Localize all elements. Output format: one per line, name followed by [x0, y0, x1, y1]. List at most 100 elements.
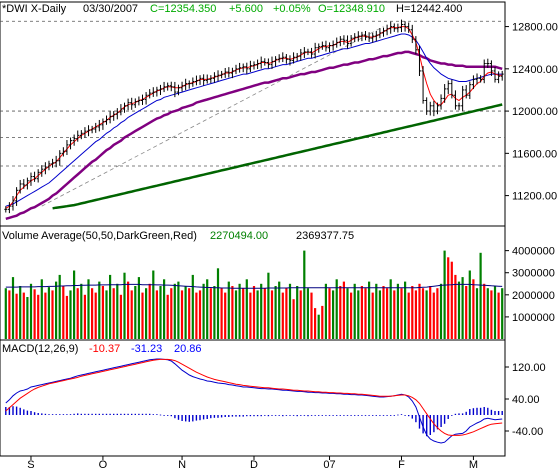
macd-hist-bar: [440, 415, 442, 427]
price-bar: [173, 81, 177, 98]
volume-label: Volume Average(50,50,DarkGreen,Red): [2, 230, 197, 242]
macd-hist-bar: [174, 415, 176, 419]
volume-bar: [37, 294, 40, 339]
price-bar: [65, 140, 69, 156]
macd-label: MACD(12,26,9): [2, 343, 78, 355]
macd-hist-bar: [23, 409, 25, 415]
price-bar: [497, 71, 501, 84]
macd-hist-bar: [138, 413, 140, 415]
volume-bar: [364, 288, 367, 339]
macd-hist-bar: [195, 415, 198, 421]
volume-bar: [378, 290, 381, 339]
macd-hist-bar: [328, 415, 331, 416]
price-bar: [33, 171, 37, 182]
price-bar: [399, 19, 403, 33]
price-bar: [7, 202, 11, 214]
macd-hist-bar: [80, 413, 82, 415]
macd-hist-bar: [336, 415, 338, 416]
volume-bar: [40, 279, 43, 339]
volume-bar: [152, 270, 155, 339]
volume-header: Volume Average(50,50,DarkGreen,Red) 2270…: [2, 230, 354, 242]
volume-bar: [465, 286, 468, 339]
price-bar: [101, 118, 105, 130]
ma-long-line: [52, 103, 503, 210]
price-bar: [364, 31, 368, 41]
price-bar: [317, 43, 321, 53]
macd-hist-bar: [55, 414, 57, 415]
price-bar: [270, 56, 274, 70]
volume-ytick-label: 4000000: [512, 246, 555, 258]
macd-hist-bar: [292, 415, 295, 416]
macd-hist-bar: [354, 415, 356, 416]
price-bar: [374, 31, 378, 42]
macd-hist-bar: [375, 415, 377, 416]
price-bar: [356, 31, 360, 42]
price-bar: [425, 97, 429, 115]
price-bar: [176, 84, 180, 96]
volume-bar: [163, 279, 166, 339]
macd-hist-bar: [382, 415, 385, 416]
macd-hist-bar: [497, 411, 500, 415]
price-bar: [284, 54, 288, 64]
price-bar: [51, 158, 55, 168]
macd-hist-bar: [87, 413, 90, 415]
macd-value-2: -31.23: [131, 343, 162, 355]
volume-bar: [278, 281, 281, 339]
volume-y-axis: 1000000 2000000 3000000 4000000: [505, 246, 555, 324]
price-bar: [417, 45, 421, 77]
volume-bar: [19, 286, 22, 339]
volume-bar: [91, 288, 94, 339]
volume-bar: [51, 290, 54, 339]
volume-average: [5, 283, 503, 289]
price-bar: [36, 169, 40, 183]
volume-bar: [411, 286, 414, 339]
volume-bar: [76, 288, 79, 339]
macd-hist-bar: [235, 415, 237, 417]
price-bar: [83, 127, 87, 138]
volume-value-2: 2369377.75: [296, 230, 354, 242]
macd-hist-bar: [397, 414, 399, 416]
price-bar: [40, 165, 44, 177]
macd-hist-bar: [95, 413, 97, 415]
macd-hist-bar: [364, 415, 367, 416]
volume-bar: [386, 288, 389, 339]
price-bar: [158, 84, 162, 96]
macd-hist-bar: [12, 406, 14, 415]
macd-hist-bar: [159, 414, 162, 416]
macd-hist-bar: [73, 413, 75, 415]
price-bar: [385, 24, 389, 36]
macd-hist-bar: [429, 415, 431, 435]
volume-bar: [274, 286, 277, 339]
macd-hist-bar: [210, 415, 212, 419]
macd-hist-bar: [217, 415, 219, 418]
volume-bar: [83, 294, 86, 339]
volume-bar: [73, 270, 76, 339]
volume-bar: [130, 290, 133, 339]
macd-hist-bar: [253, 415, 255, 417]
price-grid: [0, 20, 505, 207]
price-bar: [295, 52, 299, 62]
macd-hist-bar: [436, 415, 439, 430]
volume-bar: [55, 281, 58, 339]
macd-hist-bar: [271, 415, 273, 416]
macd-hist-bar: [33, 412, 36, 415]
price-bar: [281, 52, 285, 63]
volume-bar: [332, 290, 335, 339]
volume-bar: [141, 292, 144, 339]
price-bar: [227, 67, 231, 78]
volume-bar: [252, 286, 256, 339]
price-bar: [331, 40, 335, 51]
price-bar: [410, 24, 414, 44]
price-bar: [479, 75, 483, 83]
price-ohlc-bars: [4, 19, 504, 214]
macd-hist-bar: [339, 415, 341, 416]
macd-hist-bar: [415, 415, 417, 423]
volume-bar: [137, 277, 140, 339]
volume-bar: [493, 286, 497, 339]
price-bar: [162, 81, 166, 93]
price-bar: [482, 59, 486, 84]
macd-hist-bar: [199, 415, 201, 421]
price-bar: [335, 37, 339, 48]
macd-hist-bar: [238, 415, 241, 417]
macd-hist-bar: [37, 413, 39, 415]
